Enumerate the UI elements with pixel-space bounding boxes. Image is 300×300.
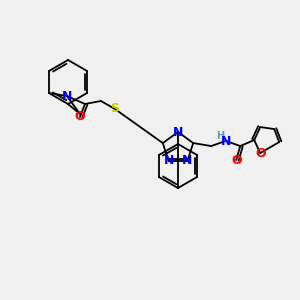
Text: O: O <box>75 110 85 124</box>
Text: N: N <box>62 89 72 103</box>
Text: N: N <box>173 125 183 139</box>
Text: S: S <box>110 103 119 116</box>
Text: H: H <box>216 131 224 141</box>
Text: N: N <box>182 154 193 167</box>
Text: O: O <box>231 154 242 166</box>
Text: N: N <box>221 135 231 148</box>
Text: O: O <box>255 147 266 160</box>
Text: N: N <box>164 154 174 167</box>
